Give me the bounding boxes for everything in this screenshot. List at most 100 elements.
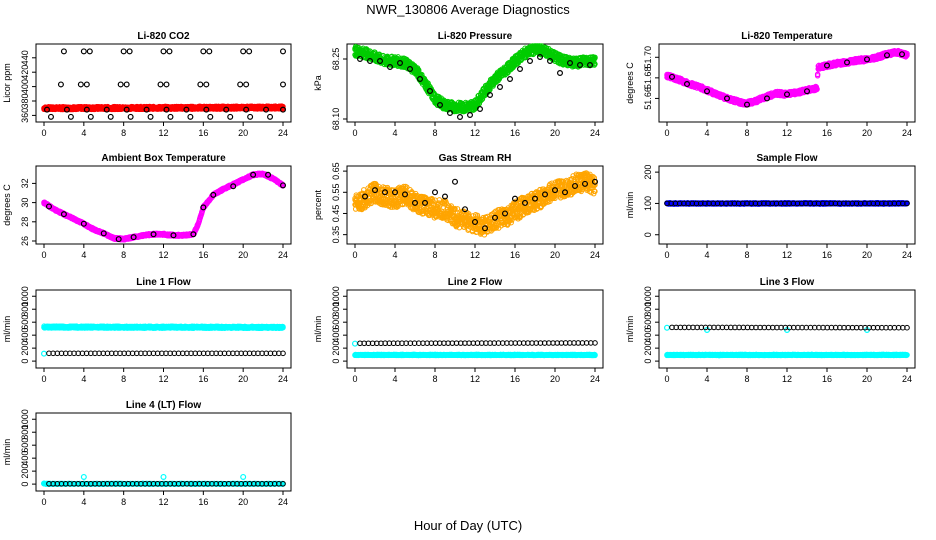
x-tick-label: 8 xyxy=(121,250,126,260)
data-point xyxy=(117,81,124,88)
x-tick-label: 4 xyxy=(81,128,86,138)
x-tick-label: 16 xyxy=(510,250,520,260)
data-point xyxy=(83,81,90,88)
data-point xyxy=(227,113,234,120)
data-point xyxy=(77,81,84,88)
x-tick-label: 24 xyxy=(590,128,600,138)
x-tick-label: 0 xyxy=(41,250,46,260)
x-tick-label: 20 xyxy=(550,250,560,260)
data-point xyxy=(123,81,130,88)
data-point xyxy=(247,113,254,120)
data-point xyxy=(203,81,210,88)
data-point xyxy=(206,48,213,55)
x-tick-label: 4 xyxy=(81,250,86,260)
x-tick-label: 4 xyxy=(704,128,709,138)
data-point xyxy=(60,48,67,55)
data-point xyxy=(197,81,204,88)
data-point xyxy=(200,48,207,55)
data-point xyxy=(457,113,464,120)
data-point xyxy=(237,81,244,88)
data-point xyxy=(507,75,514,82)
x-tick-label: 20 xyxy=(238,128,248,138)
x-tick-label: 4 xyxy=(392,250,397,260)
panel-title: Li-820 CO2 xyxy=(137,31,190,42)
x-tick-label: 20 xyxy=(862,128,872,138)
x-tick-label: 24 xyxy=(590,250,600,260)
x-tick-label: 16 xyxy=(198,250,208,260)
y-axis-label: degrees C xyxy=(625,62,635,104)
x-tick-label: 12 xyxy=(158,250,168,260)
data-point xyxy=(160,48,167,55)
data-point xyxy=(127,113,134,120)
data-point xyxy=(157,81,164,88)
y-tick-label: 68.10 xyxy=(331,108,341,131)
y-tick-label: 51.70 xyxy=(643,46,653,69)
x-tick-label: 24 xyxy=(902,128,912,138)
data-point xyxy=(556,69,563,76)
data-point xyxy=(47,113,54,120)
x-tick-label: 8 xyxy=(121,128,126,138)
data-point xyxy=(167,113,174,120)
x-tick-label: 24 xyxy=(278,128,288,138)
page-title: NWR_130806 Average Diagnostics xyxy=(366,2,570,17)
y-tick-label: 380 xyxy=(20,93,30,108)
y-tick-label: 400 xyxy=(20,79,30,94)
data-point xyxy=(207,113,214,120)
y-axis-label: Licor ppm xyxy=(2,63,12,103)
data-point xyxy=(516,65,523,72)
data-point xyxy=(57,81,64,88)
data-point xyxy=(467,111,474,118)
x-tick-label: 16 xyxy=(510,128,520,138)
x-tick-label: 4 xyxy=(392,128,397,138)
data-point xyxy=(243,81,250,88)
chart-panel: Ambient Box Temperature degrees C 0 4 8 12 16 2… xyxy=(2,153,292,260)
panel-title: Gas Stream RH xyxy=(439,153,512,164)
x-tick-label: 12 xyxy=(782,128,792,138)
data-point xyxy=(497,83,504,90)
data-point xyxy=(86,48,93,55)
x-tick-label: 8 xyxy=(432,128,437,138)
x-tick-label: 16 xyxy=(198,128,208,138)
data-point xyxy=(240,48,247,55)
data-point xyxy=(246,48,253,55)
x-tick-label: 12 xyxy=(158,128,168,138)
x-tick-label: 24 xyxy=(278,250,288,260)
data-point xyxy=(147,113,154,120)
x-tick-label: 8 xyxy=(432,250,437,260)
y-tick-label: 51.68 xyxy=(643,67,653,90)
x-tick-label: 12 xyxy=(470,128,480,138)
y-tick-label: 0.65 xyxy=(331,162,341,180)
data-point xyxy=(87,113,94,120)
x-tick-label: 0 xyxy=(352,128,357,138)
data-point xyxy=(120,48,127,55)
x-tick-label: 20 xyxy=(550,128,560,138)
chart-panel: Li-820 Pressure kPa 0 4 8 12 16 20 24 68.10 68.25 xyxy=(313,31,604,138)
data-point xyxy=(280,81,287,88)
y-tick-label: 32 xyxy=(20,178,30,188)
panel-title: Ambient Box Temperature xyxy=(101,153,226,164)
y-tick-label: 0.35 xyxy=(331,226,341,244)
y-tick-label: 51.66 xyxy=(643,87,653,110)
x-tick-label: 16 xyxy=(822,128,832,138)
y-tick-label: 0.45 xyxy=(331,205,341,223)
data-point xyxy=(187,113,194,120)
data-point xyxy=(80,48,87,55)
data-point xyxy=(107,113,114,120)
y-axis-label: kPa xyxy=(313,75,323,91)
data-point xyxy=(163,81,170,88)
data-point xyxy=(267,113,274,120)
panel-title: Li-820 Pressure xyxy=(438,31,513,42)
y-tick-label: 30 xyxy=(20,198,30,208)
y-tick-label: 440 xyxy=(20,50,30,65)
data-point xyxy=(166,48,173,55)
y-axis-label: degrees C xyxy=(2,184,12,226)
y-tick-label: 68.25 xyxy=(331,48,341,71)
x-tick-label: 20 xyxy=(238,250,248,260)
y-tick-label: 26 xyxy=(20,236,30,246)
y-tick-label: 360 xyxy=(20,108,30,123)
data-point xyxy=(526,57,533,64)
